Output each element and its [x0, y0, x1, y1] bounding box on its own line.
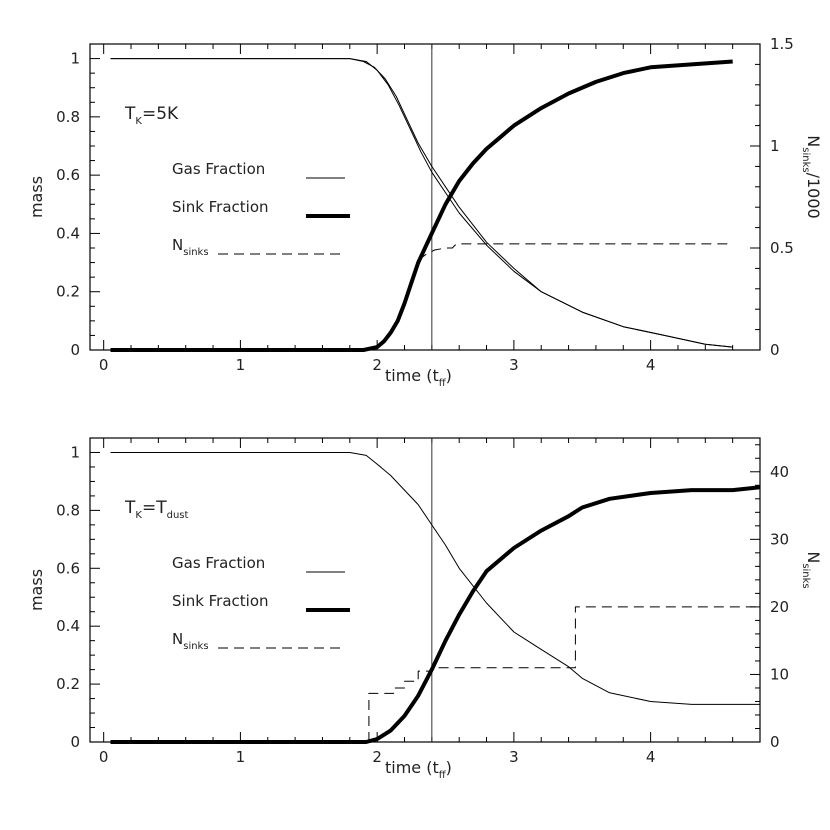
y-tick-label: 0.6 [56, 166, 80, 184]
y-tick-label: 0.8 [56, 501, 80, 519]
y-tick-label: 1 [70, 50, 80, 68]
y2-tick-label: 1.5 [770, 35, 794, 53]
y2-tick-label: 20 [770, 598, 789, 616]
x-tick-label: 2 [372, 748, 382, 766]
y-axis-title: mass [27, 569, 46, 611]
x-axis-title: time (tff) [385, 758, 452, 781]
plot-frame [89, 437, 761, 743]
x-tick-label: 2 [372, 356, 382, 374]
y-tick-label: 0.4 [56, 224, 80, 242]
y-axis-title: mass [27, 176, 46, 218]
y-tick-label: 0 [70, 733, 80, 751]
x-tick-label: 0 [99, 356, 109, 374]
x-tick-label: 1 [236, 356, 246, 374]
y-tick-label: 0.6 [56, 559, 80, 577]
y-tick-label: 0 [70, 341, 80, 359]
y2-tick-label: 0.5 [770, 239, 794, 257]
x-axis-title: time (tff) [385, 366, 452, 389]
x-tick-label: 4 [646, 356, 656, 374]
x-tick-label: 3 [509, 748, 519, 766]
legend-label: Gas Fraction [172, 554, 265, 572]
legend-label: Nsinks [172, 630, 209, 652]
y2-tick-label: 0 [770, 733, 780, 751]
legend-label: Sink Fraction [172, 198, 269, 216]
x-tick-label: 1 [236, 748, 246, 766]
legend-label: Nsinks [172, 236, 209, 258]
y-tick-label: 0.4 [56, 617, 80, 635]
temperature-label: TK=Tdust [124, 498, 188, 521]
y-tick-label: 0.2 [56, 675, 80, 693]
y2-tick-label: 1 [770, 137, 780, 155]
y2-tick-label: 40 [770, 463, 789, 481]
bottom-panel: 0 1 2 3 400.20.40.60.81010203040massNsinksti… [27, 437, 823, 781]
series-gas-fraction [110, 452, 760, 705]
x-tick-label: 4 [646, 748, 656, 766]
y-tick-label: 1 [70, 443, 80, 461]
x-tick-label: 0 [99, 748, 109, 766]
y2-tick-label: 10 [770, 665, 789, 683]
y2-axis-title: Nsinks/1000 [800, 135, 823, 218]
plot-frame [89, 43, 761, 351]
series-sink-fraction [110, 485, 761, 744]
y-tick-label: 0.8 [56, 108, 80, 126]
legend-label: Sink Fraction [172, 592, 269, 610]
legend-label: Gas Fraction [172, 160, 265, 178]
series-sink-fraction [110, 59, 733, 352]
y-tick-label: 0.2 [56, 283, 80, 301]
temperature-label: TK=5K [124, 104, 179, 127]
y2-tick-label: 30 [770, 530, 789, 548]
top-panel: 0 1 2 3 4 0 0.2 0.4 0.6 0.8 1 0 0.5 1 1.5 mass Nsinks/10… [27, 35, 823, 389]
series-nsinks [368, 606, 760, 742]
x-tick-label: 3 [509, 356, 519, 374]
y2-tick-label: 0 [770, 341, 780, 359]
series-nsinks [417, 243, 733, 261]
y2-axis-title: Nsinks [800, 551, 823, 588]
series-gas-fraction-2 [110, 58, 733, 348]
